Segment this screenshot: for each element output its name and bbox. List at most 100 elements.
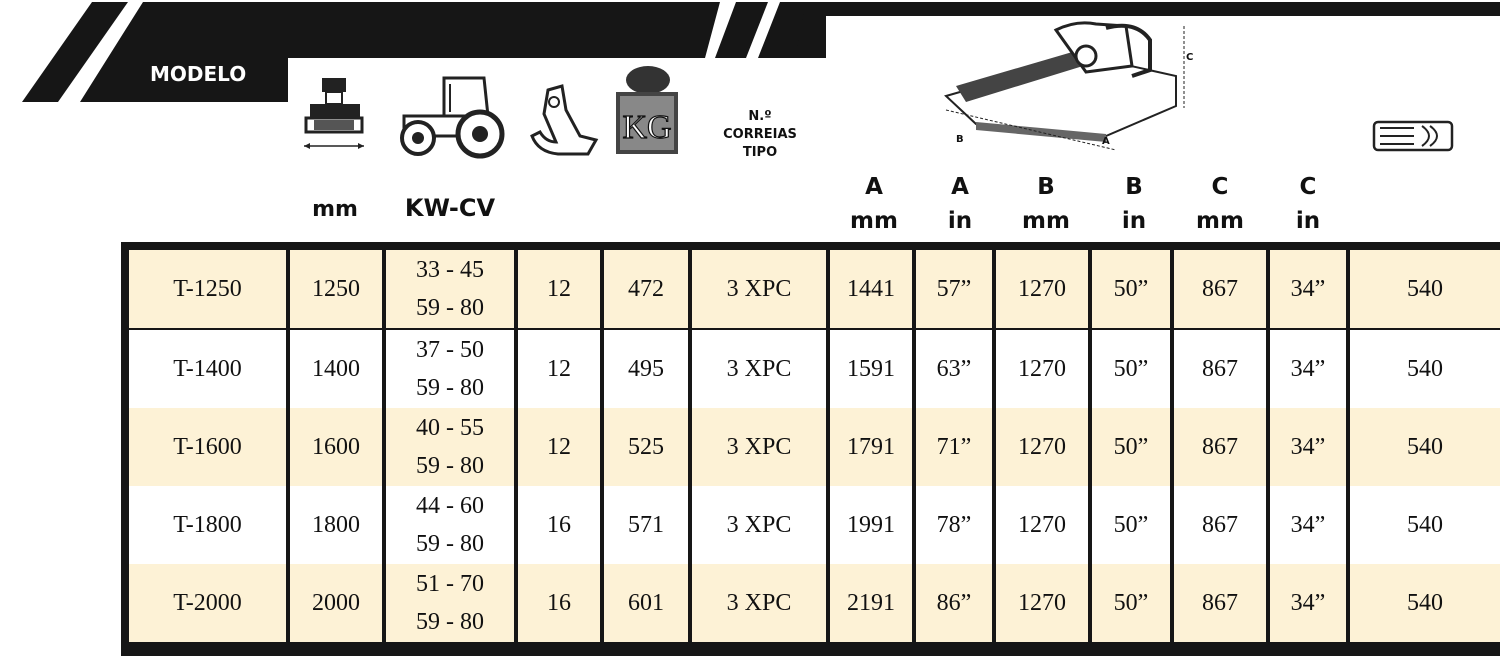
dim-unit: in bbox=[1295, 208, 1321, 234]
cv-range: 59 - 80 bbox=[416, 453, 484, 479]
dim-c-in-header: C in bbox=[1268, 170, 1348, 238]
pto-cell: 540 bbox=[1350, 330, 1500, 408]
table-row: T-1600 1600 40 - 55 59 - 80 12 525 3 XPC … bbox=[121, 408, 1500, 486]
dim-a-in-header: A in bbox=[920, 170, 1000, 238]
b-mm-cell: 1270 bbox=[996, 564, 1088, 642]
b-in-cell: 50” bbox=[1092, 330, 1170, 408]
dim-b-mm-header: B mm bbox=[1006, 170, 1086, 238]
c-in-cell: 34” bbox=[1270, 330, 1346, 408]
pto-cell: 540 bbox=[1350, 408, 1500, 486]
a-mm-cell: 1991 bbox=[830, 486, 912, 564]
table-row: T-1400 1400 37 - 50 59 - 80 12 495 3 XPC … bbox=[121, 330, 1500, 408]
c-mm-cell: 867 bbox=[1174, 330, 1266, 408]
dim-unit: mm bbox=[1022, 208, 1070, 234]
dim-letter: A bbox=[865, 174, 883, 200]
kw-range: 37 - 50 bbox=[416, 337, 484, 363]
kw-range: 51 - 70 bbox=[416, 571, 484, 597]
dim-c-mm-header: C mm bbox=[1180, 170, 1260, 238]
belts-header-cell bbox=[692, 60, 826, 242]
belts-header-line-1: N.º bbox=[748, 109, 772, 124]
c-mm-cell: 867 bbox=[1174, 250, 1266, 328]
width-cell: 1400 bbox=[290, 330, 382, 408]
a-in-cell: 57” bbox=[916, 250, 992, 328]
power-cell: 44 - 60 59 - 80 bbox=[386, 486, 514, 564]
b-mm-cell: 1270 bbox=[996, 486, 1088, 564]
c-in-cell: 34” bbox=[1270, 564, 1346, 642]
kw-range: 44 - 60 bbox=[416, 493, 484, 519]
kw-range: 40 - 55 bbox=[416, 415, 484, 441]
model-cell: T-1250 bbox=[129, 250, 286, 328]
belts-cell: 3 XPC bbox=[692, 564, 826, 642]
blades-cell: 16 bbox=[518, 564, 600, 642]
b-mm-cell: 1270 bbox=[996, 408, 1088, 486]
belts-type-header: N.º CORREIAS TIPO bbox=[704, 108, 816, 162]
dim-unit: in bbox=[1121, 208, 1147, 234]
c-in-cell: 34” bbox=[1270, 250, 1346, 328]
a-in-cell: 86” bbox=[916, 564, 992, 642]
blades-cell: 12 bbox=[518, 408, 600, 486]
power-cell: 51 - 70 59 - 80 bbox=[386, 564, 514, 642]
width-unit-label: mm bbox=[312, 197, 358, 222]
a-mm-cell: 1791 bbox=[830, 408, 912, 486]
a-in-cell: 71” bbox=[916, 408, 992, 486]
b-in-cell: 50” bbox=[1092, 486, 1170, 564]
pto-cell: 540 bbox=[1350, 486, 1500, 564]
dim-b-in-header: B in bbox=[1094, 170, 1174, 238]
width-cell: 1800 bbox=[290, 486, 382, 564]
diagram-label-a: A bbox=[1102, 136, 1110, 147]
cv-range: 59 - 80 bbox=[416, 609, 484, 635]
tractor-icon bbox=[400, 76, 505, 159]
power-header-cell: KW-CV bbox=[386, 60, 514, 242]
dim-unit: mm bbox=[850, 208, 898, 234]
belts-header-line-2: CORREIAS bbox=[723, 127, 797, 142]
belts-header-line-3: TIPO bbox=[742, 145, 778, 160]
dim-unit: in bbox=[947, 208, 973, 234]
a-in-cell: 63” bbox=[916, 330, 992, 408]
pto-shaft-icon bbox=[1372, 120, 1454, 152]
c-mm-cell: 867 bbox=[1174, 486, 1266, 564]
power-cell: 37 - 50 59 - 80 bbox=[386, 330, 514, 408]
weight-cell: 472 bbox=[604, 250, 688, 328]
a-mm-cell: 1591 bbox=[830, 330, 912, 408]
c-mm-cell: 867 bbox=[1174, 408, 1266, 486]
hammer-blade-icon bbox=[530, 84, 599, 156]
b-in-cell: 50” bbox=[1092, 250, 1170, 328]
width-cell: 1250 bbox=[290, 250, 382, 328]
model-cell: T-2000 bbox=[129, 564, 286, 642]
blades-header-cell bbox=[518, 60, 600, 242]
power-unit-label: KW-CV bbox=[404, 194, 496, 222]
blades-cell: 16 bbox=[518, 486, 600, 564]
weight-kg-icon: KG bbox=[616, 66, 678, 154]
pto-header-cell bbox=[1350, 16, 1500, 242]
c-in-cell: 34” bbox=[1270, 408, 1346, 486]
belts-cell: 3 XPC bbox=[692, 250, 826, 328]
c-in-cell: 34” bbox=[1270, 486, 1346, 564]
width-cell: 1600 bbox=[290, 408, 382, 486]
dim-letter: B bbox=[1125, 174, 1143, 200]
rotor-width-icon bbox=[304, 78, 364, 149]
weight-cell: 525 bbox=[604, 408, 688, 486]
dimensions-header-cell: B A C bbox=[830, 16, 1346, 242]
kg-icon-text: KG bbox=[622, 109, 671, 146]
a-in-cell: 78” bbox=[916, 486, 992, 564]
blades-cell: 12 bbox=[518, 250, 600, 328]
width-header-cell: mm bbox=[288, 60, 382, 242]
model-cell: T-1600 bbox=[129, 408, 286, 486]
b-in-cell: 50” bbox=[1092, 564, 1170, 642]
power-cell: 40 - 55 59 - 80 bbox=[386, 408, 514, 486]
dim-letter: B bbox=[1037, 174, 1055, 200]
kw-range: 33 - 45 bbox=[416, 257, 484, 283]
weight-header-cell: KG bbox=[604, 60, 688, 242]
dim-letter: C bbox=[1211, 174, 1229, 200]
specs-table: T-1250 1250 33 - 45 59 - 80 12 472 3 XPC … bbox=[121, 242, 1500, 656]
a-mm-cell: 1441 bbox=[830, 250, 912, 328]
cv-range: 59 - 80 bbox=[416, 375, 484, 401]
weight-cell: 495 bbox=[604, 330, 688, 408]
diagram-label-c: C bbox=[1186, 52, 1193, 63]
weight-cell: 571 bbox=[604, 486, 688, 564]
belts-cell: 3 XPC bbox=[692, 408, 826, 486]
model-cell: T-1800 bbox=[129, 486, 286, 564]
cv-range: 59 - 80 bbox=[416, 295, 484, 321]
pto-cell: 540 bbox=[1350, 250, 1500, 328]
width-cell: 2000 bbox=[290, 564, 382, 642]
